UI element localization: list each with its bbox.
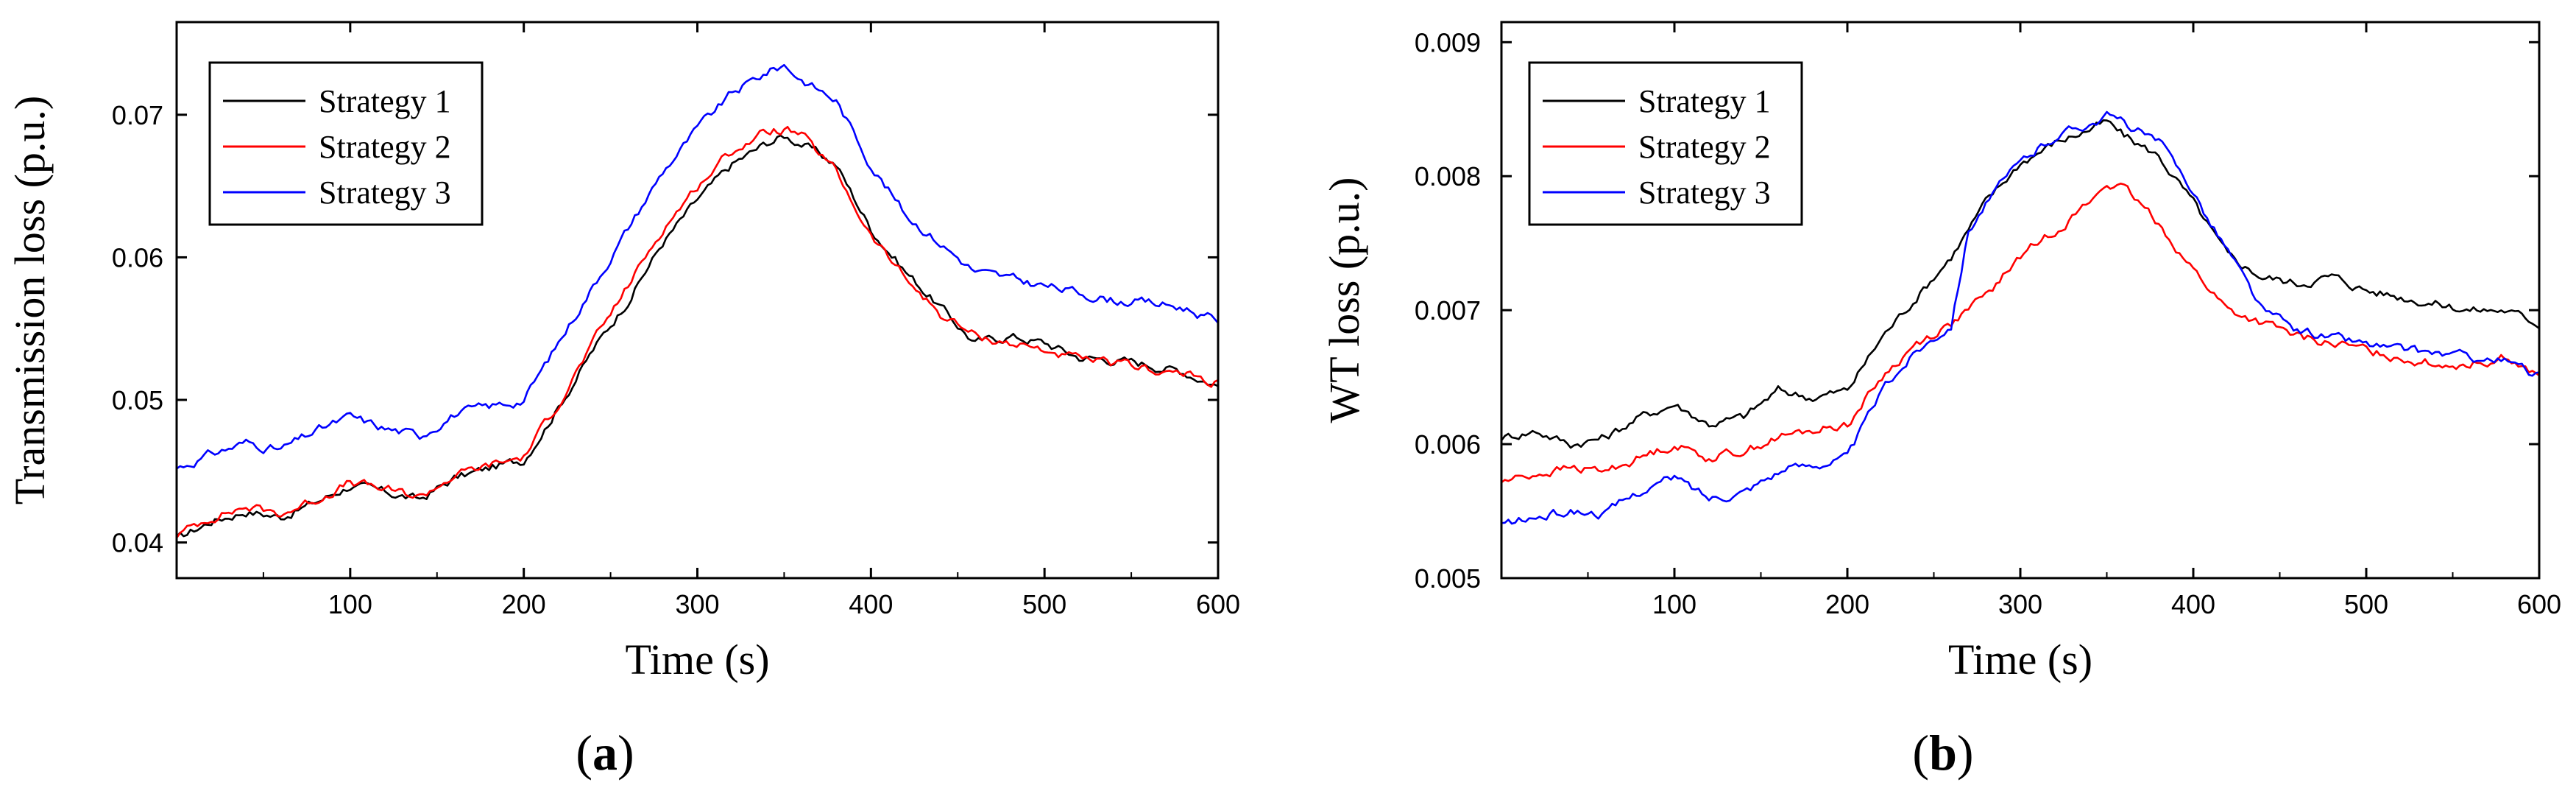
panel-label-letter: b [1929,725,1957,781]
legend: Strategy 1 Strategy 2 Strategy 3 [1528,61,1803,226]
x-tick-label: 500 [2344,589,2388,619]
legend-box [1528,61,1803,226]
series-group [175,63,1219,539]
legend-label-3: Strategy 3 [1638,175,1771,211]
legend-box [208,61,484,226]
y-axis-label: Transmission loss (p.u.) [6,96,54,504]
legend-label-1: Strategy 1 [1638,83,1771,119]
x-tick-label: 500 [1022,589,1066,619]
y-axis-label: WT loss (p.u.) [1320,177,1368,423]
series-line-1 [176,134,1219,538]
panel-label-close: ) [618,725,634,781]
x-tick-label: 600 [2517,589,2561,619]
series-line-2 [1501,183,2540,484]
x-tick-label: 400 [849,589,893,619]
panel-label-letter: a [592,725,618,781]
x-tick-label: 400 [2171,589,2215,619]
legend-label-2: Strategy 2 [1638,129,1771,165]
y-tick-label: 0.04 [112,528,163,558]
y-tick-label: 0.006 [1415,429,1481,460]
series-group [1500,110,2540,525]
x-tick-label: 200 [502,589,546,619]
x-axis-label: Time (s) [625,636,769,683]
series-line-3 [176,63,1219,470]
legend-label-1: Strategy 1 [319,83,451,119]
y-tick-label: 0.007 [1415,295,1481,326]
chart-panel-b: 100 200 300 400 500 600 0.005 0.006 0.007 0.008 0.… [1320,21,2561,781]
y-tick-label: 0.008 [1415,161,1481,191]
x-tick-label: 300 [1998,589,2042,619]
x-tick-label: 100 [1652,589,1696,619]
panel-label-close: ) [1957,725,1974,781]
y-tick-label: 0.005 [1415,563,1481,594]
panel-label-open: ( [1912,725,1929,781]
series-line-3 [1501,110,2540,525]
legend: Strategy 1 Strategy 2 Strategy 3 [208,61,484,226]
x-tick-label: 100 [328,589,372,619]
y-tick-label: 0.05 [112,385,163,415]
panel-label-open: ( [576,725,592,781]
y-tick-label: 0.07 [112,100,163,130]
series-line-2 [175,126,1219,539]
y-tick-label: 0.009 [1415,27,1481,57]
x-tick-label: 300 [675,589,719,619]
panel-label: (b) [1912,725,1973,781]
legend-label-2: Strategy 2 [319,129,451,165]
x-tick-label: 600 [1196,589,1240,619]
x-axis-label: Time (s) [1948,636,2092,683]
x-tick-label: 200 [1825,589,1869,619]
legend-label-3: Strategy 3 [319,175,451,211]
chart-panel-a: 100 200 300 400 500 600 0.04 0.05 0.06 0.07 Time (… [6,21,1240,781]
y-tick-label: 0.06 [112,242,163,272]
series-line-1 [1500,119,2540,449]
panel-label: (a) [576,725,634,781]
